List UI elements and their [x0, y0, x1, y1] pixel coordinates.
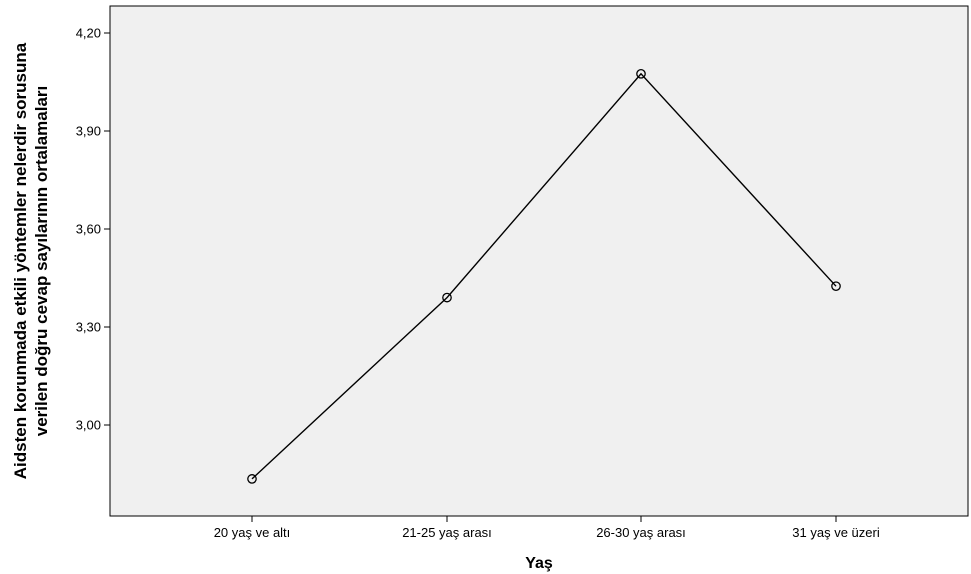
y-tick-label: 3,60	[76, 222, 101, 237]
y-tick-label: 3,90	[76, 124, 101, 139]
y-tick-label: 3,30	[76, 320, 101, 335]
data-point	[442, 292, 452, 303]
x-axis: 20 yaş ve altı 21-25 yaş arası 26-30 yaş a…	[214, 516, 880, 540]
x-tick-label: 26-30 yaş arası	[596, 525, 686, 540]
y-tick-label: 4,20	[76, 26, 101, 41]
x-tick-label: 20 yaş ve altı	[214, 525, 291, 540]
data-point	[831, 281, 841, 292]
y-axis-title-line-2: verilen doğru cevap sayılarının ortalama…	[32, 86, 51, 437]
y-axis: 3,00 3,30 3,60 3,90 4,20	[76, 26, 110, 433]
x-tick-label: 31 yaş ve üzeri	[792, 525, 880, 540]
data-point	[636, 68, 646, 79]
series-layer	[247, 68, 841, 484]
y-tick-label: 3,00	[76, 418, 101, 433]
y-axis-title-line-1: Aidsten korunmada etkili yöntemler neler…	[11, 42, 30, 479]
x-axis-title: Yaş	[525, 555, 553, 572]
series-line	[251, 72, 837, 480]
data-point	[247, 474, 257, 484]
x-tick-label: 21-25 yaş arası	[402, 525, 492, 540]
plot-area	[109, 5, 969, 517]
